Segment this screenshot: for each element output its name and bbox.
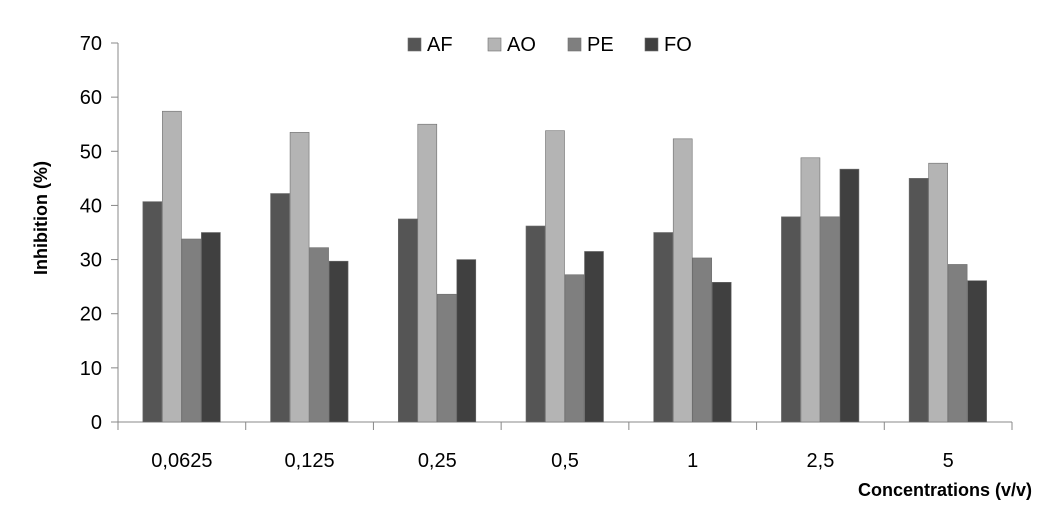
legend-item-ao: AO (487, 34, 536, 56)
legend-swatch (487, 37, 502, 52)
x-tick-label: 0,0625 (151, 450, 212, 472)
bar-ao (289, 132, 310, 423)
legend-label: PE (587, 34, 614, 56)
x-tick-label: 1 (687, 450, 698, 472)
bar-fo (201, 232, 221, 423)
x-tick-label: 2,5 (807, 450, 835, 472)
bar-fo (711, 282, 732, 423)
bar-af (525, 225, 546, 423)
plot-area: 0 10 20 30 40 50 60 70 0,0625 0,125 0,25 0,5 1 2,5 5 AF… (80, 33, 1013, 472)
legend-item-af: AF (407, 34, 453, 56)
bar-ao (672, 138, 693, 423)
bar-ao (800, 157, 821, 423)
bar-pe (181, 238, 202, 423)
legend-label: FO (664, 34, 692, 56)
bar-af (781, 216, 801, 423)
legend-item-fo: FO (644, 34, 692, 56)
bar-af (653, 232, 674, 423)
bar-pe (309, 247, 329, 423)
bar-fo (328, 260, 349, 423)
bar-fo (456, 259, 477, 423)
y-tick-label: 50 (80, 141, 102, 163)
bar-fo (584, 251, 604, 423)
bar-fo (839, 168, 860, 423)
bar-fo (967, 280, 987, 423)
legend-label: AF (427, 34, 453, 56)
legend-item-pe: PE (567, 34, 614, 56)
x-tick-label: 0,125 (285, 450, 335, 472)
bar-pe (436, 293, 457, 423)
x-tick-label: 5 (943, 450, 954, 472)
y-tick-label: 0 (91, 412, 102, 434)
legend-label: AO (507, 34, 536, 56)
bar-pe (564, 274, 585, 423)
bar-af (142, 201, 163, 423)
legend-swatch (644, 37, 659, 52)
y-tick-label: 20 (80, 304, 102, 326)
legend-swatch (567, 37, 582, 52)
bar-af (270, 193, 290, 423)
legend-swatch (407, 37, 422, 52)
y-tick-label: 10 (80, 358, 102, 380)
bar-ao (417, 123, 438, 423)
bar-pe (947, 264, 968, 423)
x-axis-title: Concentrations (v/v) (858, 480, 1032, 500)
y-tick-label: 40 (80, 195, 102, 217)
bar-af (397, 218, 418, 423)
bar-pe (692, 257, 713, 423)
bar-ao (928, 162, 948, 423)
y-axis-title: Inhibition (%) (31, 161, 51, 275)
bar-ao (545, 130, 565, 423)
bar-af (908, 178, 929, 423)
y-tick-label: 30 (80, 250, 102, 272)
bar-pe (820, 216, 840, 423)
x-tick-label: 0,25 (418, 450, 457, 472)
y-tick-label: 60 (80, 87, 102, 109)
y-tick-label: 70 (80, 33, 102, 55)
bar-ao (162, 110, 182, 423)
x-tick-label: 0,5 (551, 450, 579, 472)
